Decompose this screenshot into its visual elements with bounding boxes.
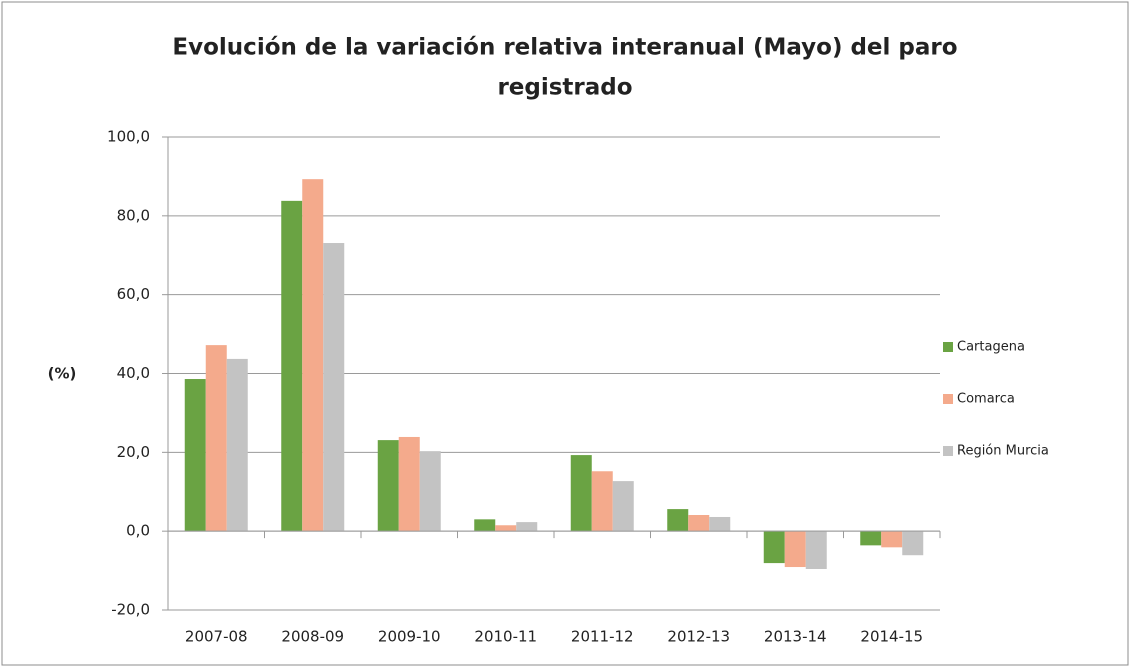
y-tick-label: 40,0 <box>117 364 150 382</box>
x-tick-label: 2007-08 <box>185 628 248 646</box>
x-tick-label: 2009-10 <box>378 628 441 646</box>
y-tick-label: 0,0 <box>126 522 150 540</box>
legend-swatch <box>943 446 953 456</box>
bar <box>184 379 206 532</box>
bar <box>226 358 248 532</box>
bar <box>398 436 420 532</box>
x-tick-label: 2014-15 <box>860 628 923 646</box>
bar <box>805 531 827 570</box>
y-tick-label: 100,0 <box>107 128 150 146</box>
bar <box>881 531 903 548</box>
bar <box>784 531 806 568</box>
bar <box>612 481 634 532</box>
bar <box>302 179 324 532</box>
legend-swatch <box>943 394 953 404</box>
bar <box>205 345 227 532</box>
bar <box>323 243 345 532</box>
bar <box>281 200 303 532</box>
chart-title: registrado <box>497 75 632 101</box>
y-axis-label: (%) <box>48 365 77 383</box>
legend-label: Cartagena <box>957 340 1025 355</box>
bar <box>860 531 882 546</box>
y-tick-label: -20,0 <box>111 601 150 619</box>
x-tick-label: 2010-11 <box>474 628 537 646</box>
bar <box>763 531 785 564</box>
bar <box>591 471 613 532</box>
x-tick-label: 2012-13 <box>667 628 730 646</box>
legend-swatch <box>943 342 953 352</box>
y-tick-label: 60,0 <box>117 285 150 303</box>
legend-label: Región Murcia <box>957 444 1049 459</box>
legend-label: Comarca <box>957 392 1015 407</box>
x-tick-label: 2008-09 <box>281 628 344 646</box>
bar <box>377 440 399 532</box>
bar <box>516 522 538 532</box>
y-tick-label: 80,0 <box>117 206 150 224</box>
x-tick-label: 2011-12 <box>571 628 634 646</box>
bar <box>495 525 517 532</box>
bar <box>474 519 496 532</box>
bar <box>419 451 441 532</box>
y-tick-label: 20,0 <box>117 443 150 461</box>
bar <box>667 509 689 532</box>
bar <box>570 455 592 532</box>
bar <box>902 531 924 556</box>
chart-title: Evolución de la variación relativa inter… <box>172 35 957 61</box>
bar <box>688 515 710 532</box>
x-tick-label: 2013-14 <box>764 628 827 646</box>
bar <box>709 516 731 532</box>
